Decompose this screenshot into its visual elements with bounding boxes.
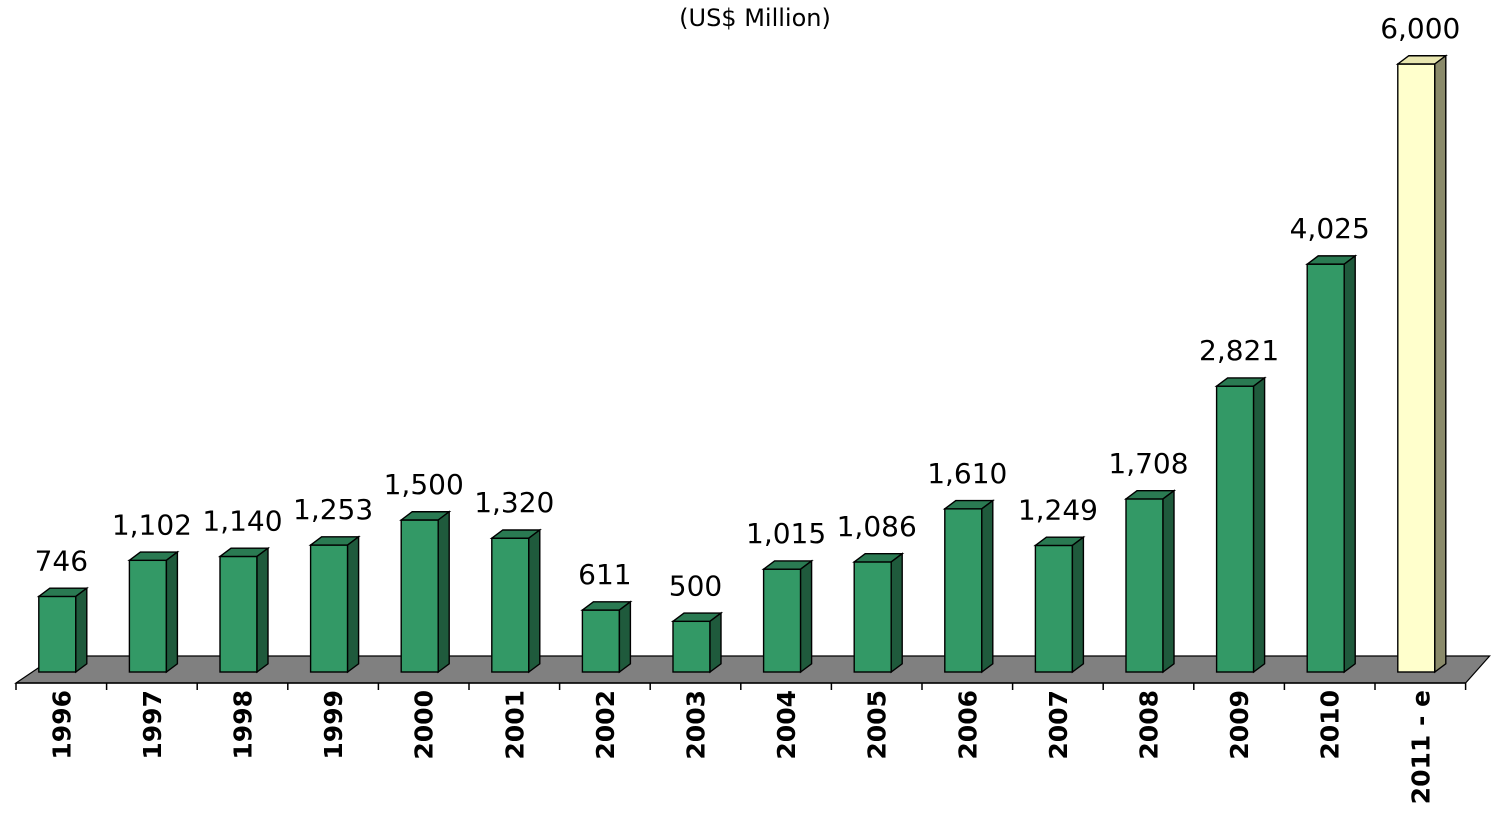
- bar-2000: [399, 510, 452, 674]
- bar-2008: [1123, 489, 1177, 674]
- bar-1997: [127, 550, 180, 674]
- bar-1999: [308, 535, 361, 674]
- bar-2001: [489, 528, 542, 674]
- bar-side: [256, 546, 269, 674]
- bar-front: [128, 559, 168, 673]
- category-labels-layer: 1996 1997 1998 1999 2000 2001 2002 2003 2004 2005…: [47, 690, 1435, 804]
- bar-front: [491, 537, 530, 673]
- category-label: 2011 - e: [1406, 690, 1435, 804]
- bar-front: [1125, 498, 1164, 673]
- category-label: 2006: [953, 690, 982, 760]
- value-label: 1,708: [1108, 447, 1188, 480]
- category-label: 2000: [410, 690, 439, 760]
- bar-side: [1434, 54, 1447, 674]
- value-label: 1,610: [927, 457, 1007, 490]
- bar-1998: [217, 546, 271, 674]
- bar-side: [437, 510, 450, 674]
- bar-side: [618, 600, 632, 674]
- category-label: 2010: [1316, 690, 1345, 760]
- value-label: 4,025: [1290, 212, 1370, 245]
- bar-front: [672, 620, 711, 673]
- bar-2004: [761, 559, 814, 674]
- bar-side: [346, 535, 360, 674]
- value-label: 1,086: [837, 510, 917, 543]
- bar-side: [1071, 535, 1085, 674]
- value-label: 1,140: [202, 504, 282, 537]
- value-label: 6,000: [1380, 12, 1460, 45]
- value-label: 611: [578, 558, 631, 591]
- value-label: 746: [35, 544, 88, 577]
- bar-front: [38, 595, 77, 673]
- bar-side: [165, 550, 179, 674]
- category-label: 2009: [1225, 690, 1254, 760]
- value-labels-layer: 746 1,102 1,140 1,253 1,500 1,320 611 500 1,015 1…: [35, 12, 1461, 602]
- bar-side: [528, 528, 541, 674]
- bar-2009: [1214, 376, 1267, 674]
- category-label: 2002: [591, 690, 620, 760]
- category-label: 2003: [682, 690, 711, 760]
- bar-2003: [670, 611, 724, 674]
- bar-side: [75, 586, 88, 674]
- category-label: 2005: [863, 690, 892, 760]
- bar-1996: [36, 586, 89, 674]
- bar-front: [309, 544, 349, 673]
- bar-side: [799, 559, 813, 674]
- bar-front: [1215, 385, 1255, 673]
- bar-front: [1397, 63, 1436, 673]
- bar-side: [981, 499, 994, 674]
- value-label: 2,821: [1199, 334, 1279, 367]
- bar-front: [1306, 263, 1345, 673]
- value-label: 1,320: [474, 486, 554, 519]
- value-label: 1,102: [112, 508, 192, 541]
- bar-2010: [1305, 254, 1358, 674]
- bar-side: [709, 611, 722, 674]
- category-label: 1999: [319, 690, 348, 760]
- value-label: 1,249: [1018, 493, 1098, 526]
- category-label: 2007: [1044, 690, 1073, 760]
- bar-front: [400, 519, 439, 673]
- category-label: 1998: [229, 690, 258, 760]
- bars-layer: [36, 54, 1448, 674]
- value-label: 1,500: [384, 468, 464, 501]
- value-label: 500: [669, 569, 722, 602]
- value-label: 1,253: [293, 493, 373, 526]
- category-label: 2001: [500, 690, 529, 760]
- bar-2002: [580, 600, 633, 674]
- bar-front: [762, 568, 802, 673]
- bar-2005: [852, 552, 905, 674]
- bar-2007: [1033, 535, 1086, 674]
- bar-2006: [942, 499, 995, 674]
- bar-side: [890, 552, 903, 674]
- category-label: 1997: [138, 690, 167, 760]
- bar-front: [1034, 544, 1074, 673]
- bar-side: [1162, 489, 1175, 674]
- category-label: 2004: [772, 690, 801, 760]
- bar-front: [581, 609, 621, 673]
- bar-front: [853, 561, 892, 673]
- chart-subtitle: (US$ Million): [679, 4, 831, 32]
- category-label: 2008: [1135, 690, 1164, 760]
- bar-front: [219, 555, 258, 673]
- value-label: 1,015: [746, 517, 826, 550]
- category-label: 1996: [47, 690, 76, 760]
- bar-2011-e: [1395, 54, 1448, 674]
- bar-side: [1343, 254, 1356, 674]
- bar-front: [944, 508, 983, 673]
- bar-side: [1252, 376, 1266, 674]
